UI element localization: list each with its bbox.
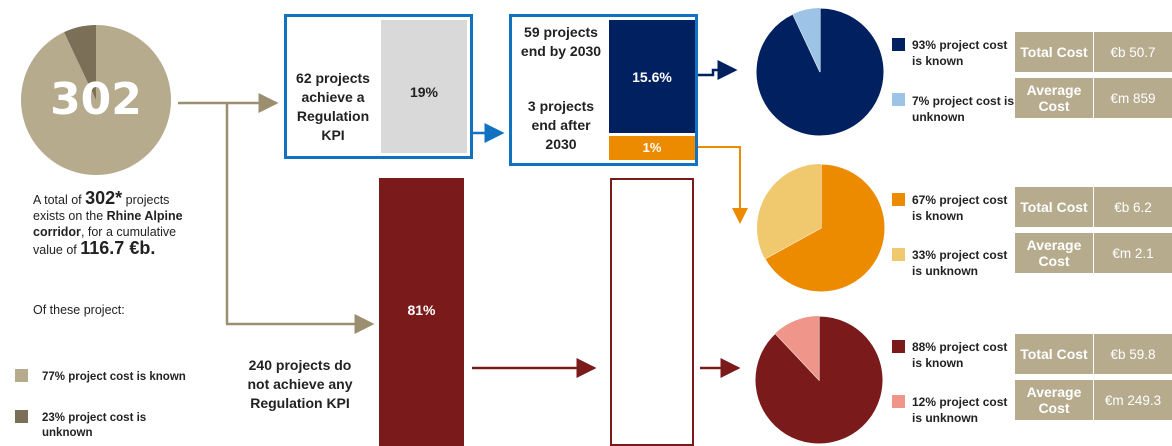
group-2-pie-chart — [757, 163, 886, 293]
legend-known-swatch — [15, 369, 28, 382]
group-2-pie-unknown-slice — [757, 164, 821, 259]
legend-unknown-label: 23% project cost is unknown — [42, 412, 147, 439]
group-2-total-cost-value: €b 6.2 — [1094, 187, 1172, 227]
group-3-pie-chart — [754, 315, 884, 445]
group-2-pie-known-slice — [764, 163, 886, 293]
end-after-2030-bar — [609, 136, 695, 160]
no-kpi-label: 240 projects do not achieve any Regulati… — [247, 357, 353, 411]
group-1-average-cost-label: Average Cost — [1015, 78, 1093, 118]
group-1-known-swatch — [892, 38, 905, 51]
kpi-projects-label: 62 projects achieve a Regulation KPI — [296, 70, 370, 143]
group-1-pie-unknown-slice — [792, 8, 820, 72]
summary-text: A total of 302* projects exists on the R… — [33, 188, 203, 258]
no-kpi-bar — [379, 178, 464, 446]
no-kpi-percent: 81% — [407, 302, 436, 318]
end-date-box: 59 projects end by 2030 3 projects end a… — [509, 14, 698, 166]
group-3-known-label: 88% project cost is known — [912, 340, 1008, 370]
summary-pie-unknown-slice — [64, 25, 96, 100]
group-1-pie-chart — [755, 7, 885, 137]
group-3-pie-known-slice — [754, 315, 884, 445]
group-3-average-cost-value: €m 249.3 — [1094, 380, 1172, 420]
kpi-projects-box: 62 projects achieve a Regulation KPI 19% — [284, 14, 473, 159]
group-2-unknown-label: 33% project cost is unknown — [912, 248, 1008, 278]
summary-text-prefix: A total of — [33, 193, 86, 207]
group-3-unknown-swatch — [892, 395, 905, 408]
end-by-2030-label: 59 projects end by 2030 — [520, 24, 602, 59]
legend-known-label: 77% project cost is known — [42, 371, 186, 383]
group-1-pie-known-slice — [755, 7, 885, 137]
group-3-known-swatch — [892, 340, 905, 353]
group-2-total-cost-label: Total Cost — [1015, 187, 1093, 227]
kpi-projects-percent: 19% — [409, 84, 439, 100]
end-after-2030-label: 3 projects end after 2030 — [527, 98, 595, 152]
end-after-2030-percent: 1% — [642, 140, 662, 155]
summary-pie-chart — [21, 25, 172, 175]
group-2-unknown-swatch — [892, 248, 905, 261]
legend-unknown-swatch — [15, 410, 28, 423]
group-3-pie-unknown-slice — [775, 316, 819, 380]
summary-count: 302* — [85, 188, 123, 208]
group-1-total-cost-value: €b 50.7 — [1094, 32, 1172, 72]
end-by-2030-bar — [609, 20, 695, 133]
group-3-average-cost-label: Average Cost — [1015, 380, 1093, 420]
group-2-known-swatch — [892, 193, 905, 206]
arrow-summary-to-no-kpi — [225, 103, 375, 334]
kpi-projects-bar — [381, 20, 467, 153]
group-1-average-cost-value: €m 859 — [1094, 78, 1172, 118]
group-1-known-label: 93% project cost is known — [912, 38, 1008, 68]
of-these-label: Of these project: — [33, 303, 125, 317]
group-3-unknown-label: 12% project cost is unknown — [912, 395, 1008, 425]
summary-text-mid: projects exists on the — [33, 193, 170, 223]
group-1-total-cost-label: Total Cost — [1015, 32, 1093, 72]
group-2-average-cost-label: Average Cost — [1015, 233, 1093, 273]
no-kpi-empty-box — [610, 178, 694, 446]
arrow-end-to-pie1 — [698, 60, 738, 80]
summary-value: 116.7 €b. — [80, 238, 156, 258]
group-3-total-cost-label: Total Cost — [1015, 334, 1093, 374]
summary-text-after: , for a cumulative value of — [33, 225, 177, 257]
group-2-known-label: 67% project cost is known — [912, 193, 1008, 223]
end-by-2030-percent: 15.6% — [632, 69, 672, 85]
arrow-end-to-pie2 — [698, 146, 748, 224]
summary-corridor: Rhine Alpine corridor — [33, 209, 183, 239]
group-1-unknown-label: 7% project cost is unknown — [912, 94, 1015, 124]
group-2-average-cost-value: €m 2.1 — [1094, 233, 1172, 273]
group-1-unknown-swatch — [892, 93, 905, 106]
group-3-total-cost-value: €b 59.8 — [1094, 334, 1172, 374]
summary-pie-known-slice — [21, 25, 172, 175]
summary-total-number: 302 — [50, 74, 142, 125]
